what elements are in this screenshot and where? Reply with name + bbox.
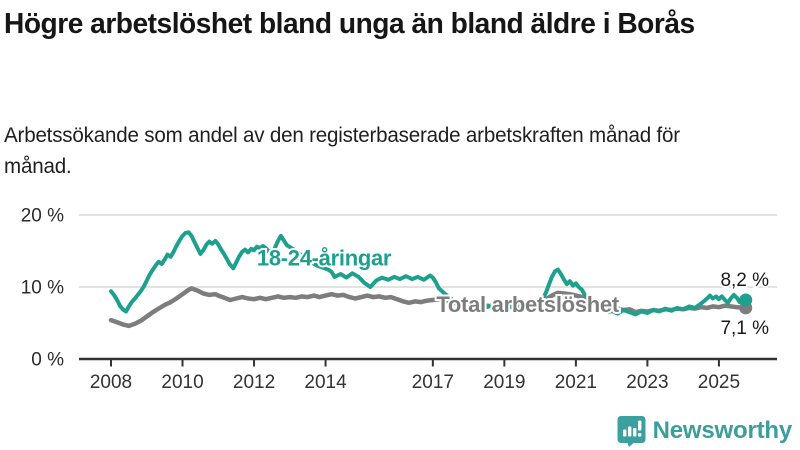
newsworthy-logo: Newsworthy (617, 415, 792, 447)
x-tick-label: 2010 (161, 372, 203, 393)
series-end-dot-youth (739, 293, 753, 307)
x-tick-label: 2008 (90, 372, 132, 393)
x-tick-label: 2012 (233, 372, 275, 393)
x-tick-label: 2017 (412, 372, 454, 393)
chart-subtitle: Arbetssökande som andel av den registerb… (4, 124, 680, 178)
x-tick-label: 2023 (626, 372, 668, 393)
newsworthy-brand-text: Newsworthy (652, 417, 793, 444)
end-value-label-youth: 8,2 % (720, 270, 769, 291)
x-tick-label: 2021 (555, 372, 597, 393)
series-line-youth (109, 230, 748, 317)
series-label-total: Total arbetslöshet (436, 292, 619, 317)
page-title: Högre arbetslöshet bland unga än bland ä… (4, 8, 695, 40)
newsworthy-speech-bubble-chart-icon (617, 416, 646, 447)
y-tick-label: 0 % (31, 350, 64, 371)
series-line-total (108, 286, 748, 329)
series-label-youth: 18-24-åringar (257, 245, 392, 270)
y-tick-label: 10 % (21, 278, 64, 299)
x-tick-label: 2019 (483, 372, 525, 393)
y-tick-label: 20 % (21, 206, 64, 227)
x-tick-label: 2014 (304, 372, 347, 393)
x-tick-label: 2025 (698, 372, 740, 393)
end-value-label-total: 7,1 % (720, 318, 769, 339)
